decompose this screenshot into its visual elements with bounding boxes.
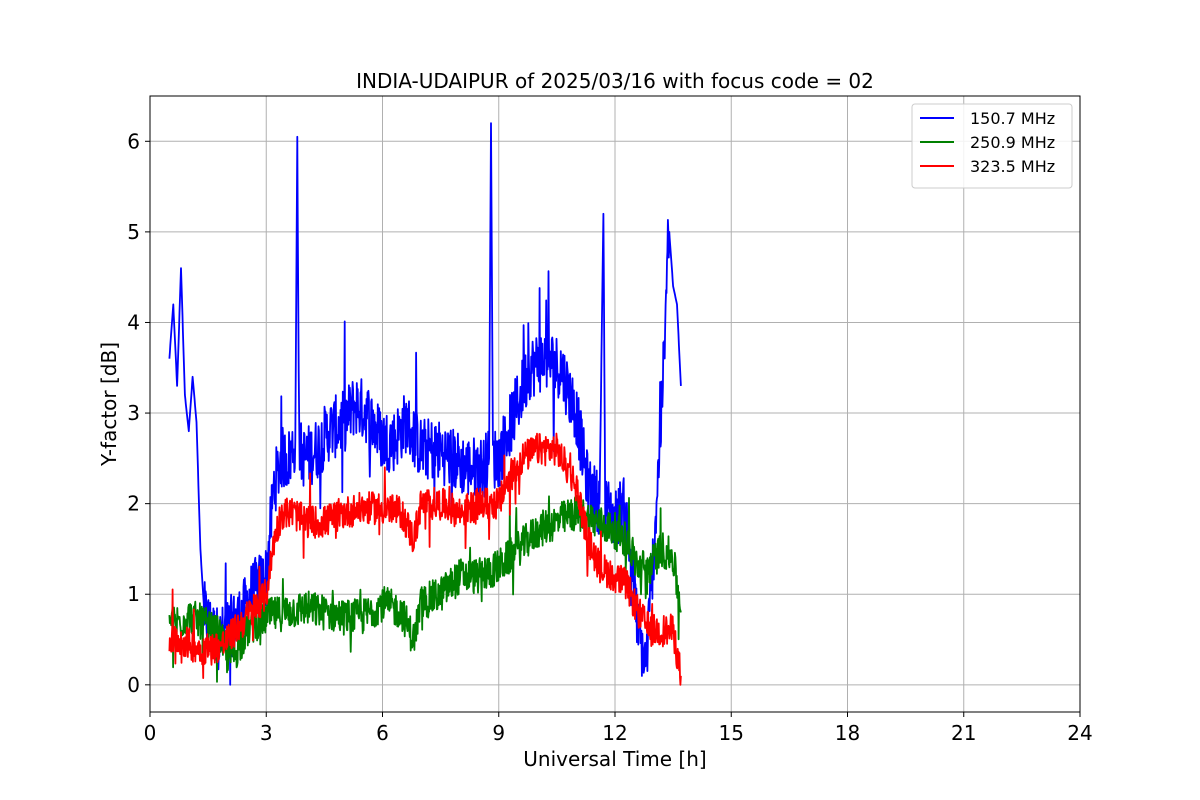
y-axis-label: Y-factor [dB] [97,342,121,467]
x-axis-ticks: 0 3 6 9 12 15 18 21 24 [144,712,1093,745]
x-tick-label: 0 [144,721,157,745]
y-tick-label: 3 [127,401,140,425]
legend-label: 250.9 MHz [970,133,1055,152]
series-lines [168,122,682,686]
series-line-2 [168,432,682,686]
chart-title: INDIA-UDAIPUR of 2025/03/16 with focus c… [356,69,874,93]
y-axis-ticks: 0 1 2 3 4 5 6 [127,129,150,697]
x-tick-label: 15 [719,721,744,745]
y-tick-label: 1 [127,582,140,606]
y-tick-label: 2 [127,492,140,516]
legend: 150.7 MHz 250.9 MHz 323.5 MHz [911,103,1073,189]
x-axis-label: Universal Time [h] [523,747,706,771]
x-tick-label: 3 [260,721,273,745]
series-line-1 [168,494,682,683]
x-tick-label: 24 [1067,721,1092,745]
legend-label: 150.7 MHz [970,109,1055,128]
x-tick-label: 18 [835,721,860,745]
x-tick-label: 9 [492,721,505,745]
y-tick-label: 4 [127,310,140,334]
y-tick-label: 5 [127,220,140,244]
x-tick-label: 21 [951,721,976,745]
x-tick-label: 6 [376,721,389,745]
y-tick-label: 6 [127,129,140,153]
x-tick-label: 12 [602,721,627,745]
y-tick-label: 0 [127,673,140,697]
legend-label: 323.5 MHz [970,157,1055,176]
